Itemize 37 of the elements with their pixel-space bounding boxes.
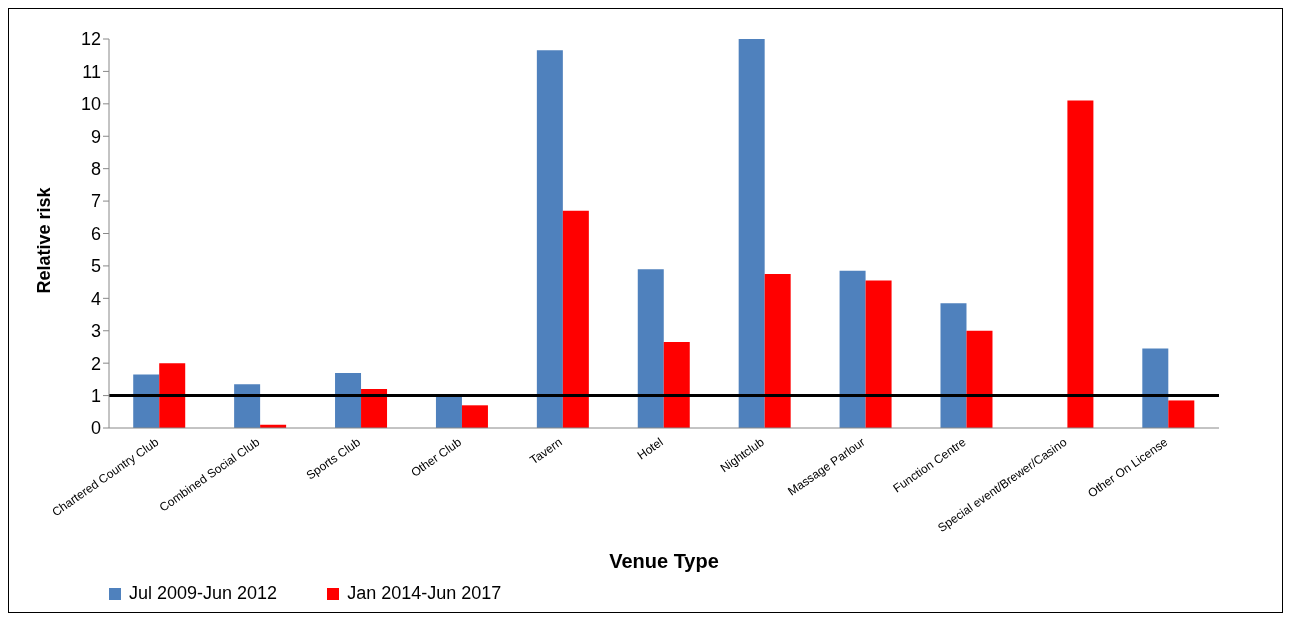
y-tick-label: 6: [90, 223, 101, 244]
y-tick-label: 9: [90, 126, 101, 147]
bar: [461, 405, 488, 428]
bar: [234, 384, 261, 428]
bar: [637, 269, 664, 428]
x-axis-title: Venue Type: [609, 550, 719, 572]
bar: [738, 39, 765, 428]
bar: [764, 274, 791, 428]
y-tick-label: 8: [90, 159, 101, 180]
y-tick-label: 10: [80, 94, 101, 115]
bar: [865, 280, 892, 428]
y-tick-label: 1: [90, 385, 101, 406]
bar: [966, 330, 993, 428]
bar: [435, 395, 462, 428]
bar: [562, 210, 589, 428]
bar: [536, 50, 563, 428]
y-axis-title: Relative risk: [34, 186, 55, 294]
bar: [361, 389, 388, 428]
bar: [133, 374, 160, 428]
bar: [940, 303, 967, 428]
legend-label: Jul 2009-Jun 2012: [128, 583, 278, 604]
bar: [335, 372, 362, 428]
bar: [1168, 400, 1195, 428]
y-tick-label: 12: [80, 29, 101, 50]
bar: [663, 342, 690, 428]
y-tick-label: 4: [90, 288, 101, 309]
bar: [1142, 348, 1169, 428]
y-tick-label: 5: [90, 256, 101, 277]
y-tick-label: 0: [90, 418, 101, 439]
y-tick-label: 11: [82, 61, 101, 82]
y-tick-label: 3: [90, 321, 101, 342]
legend-label: Jan 2014-Jun 2017: [346, 583, 502, 604]
bar: [1067, 100, 1094, 428]
bar: [159, 363, 186, 428]
y-tick-label: 2: [90, 353, 101, 374]
y-tick-label: 7: [90, 191, 101, 212]
bar: [839, 270, 866, 428]
